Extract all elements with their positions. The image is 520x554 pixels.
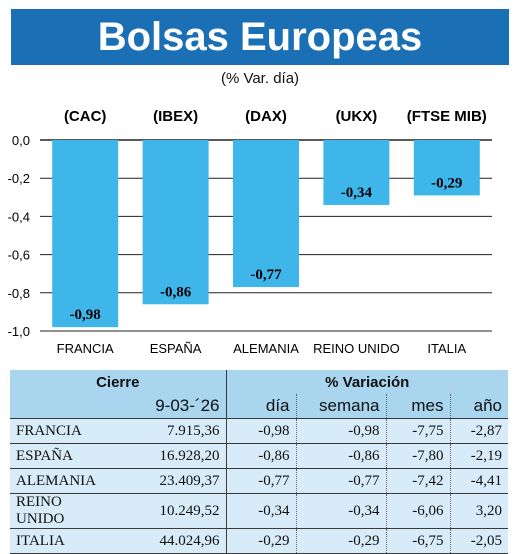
dia-value: -0,29 <box>226 528 297 554</box>
table-column-header: 9-03-´26 día semana mes año <box>10 394 508 419</box>
data-label: -0,34 <box>341 185 373 201</box>
table-row: ESPAÑA 16.928,20 -0,86 -0,86 -7,80 -2,19 <box>10 443 508 469</box>
y-tick-label: -0,8 <box>8 286 30 301</box>
x-tick-label: FRANCIA <box>57 341 114 356</box>
mes-value: -7,80 <box>386 443 451 469</box>
bar <box>233 140 299 288</box>
mes-value: -6,06 <box>386 493 451 529</box>
data-label: -0,29 <box>431 175 462 191</box>
dia-value: -0,34 <box>226 493 297 529</box>
bar-labels: -0,98 (CAC) FRANCIA -0,86 (IBEX) ESPAÑA -0,77 (… <box>57 108 487 356</box>
cierre-value: 7.915,36 <box>114 418 227 444</box>
semana-value: -0,34 <box>296 493 387 529</box>
dia-value: -0,98 <box>226 418 297 444</box>
anio-value: -2,19 <box>450 443 508 469</box>
bar <box>142 140 209 305</box>
x-tick-label: REINO UNIDO <box>313 341 400 356</box>
index-label: (UKX) <box>336 108 378 125</box>
data-label: -0,86 <box>160 284 192 300</box>
date-header: 9-03-´26 <box>114 394 227 419</box>
dia-value: -0,77 <box>226 468 297 494</box>
table-row: ITALIA 44.024,96 -0,29 -0,29 -6,75 -2,05 <box>10 528 508 554</box>
semana-value: -0,86 <box>296 443 387 469</box>
anio-value: -2,87 <box>450 418 508 444</box>
semana-value: -0,29 <box>296 528 387 554</box>
anio-header: año <box>450 394 508 419</box>
cierre-value: 10.249,52 <box>114 493 227 529</box>
data-label: -0,98 <box>70 307 101 323</box>
bar-chart: 0,0 -0,2 -0,4 -0,6 -0,8 -1,0 -0,98 (CAC) FRANCI… <box>8 108 492 356</box>
mes-value: -7,42 <box>386 468 451 494</box>
data-label: -0,77 <box>250 267 282 283</box>
y-tick-label: -0,6 <box>8 248 30 263</box>
y-tick-label: -1,0 <box>8 324 30 339</box>
country-name: ESPAÑA <box>10 443 114 469</box>
table-row: FRANCIA 7.915,36 -0,98 -0,98 -7,75 -2,87 <box>10 418 508 444</box>
bar <box>323 140 390 205</box>
country-name: FRANCIA <box>10 418 114 444</box>
mes-value: -7,75 <box>386 418 451 444</box>
y-tick-label: -0,2 <box>8 171 30 186</box>
dia-value: -0,86 <box>226 443 297 469</box>
table-row: ALEMANIA 23.409,37 -0,77 -0,77 -7,42 -4,… <box>10 468 508 494</box>
table-group-header: Cierre % Variación <box>10 370 508 394</box>
chart-subtitle: (% Var. día) <box>220 70 300 87</box>
mes-header: mes <box>386 394 451 419</box>
country-name: REINO UNIDO <box>10 493 114 529</box>
index-label: (DAX) <box>245 108 287 125</box>
semana-value: -0,77 <box>296 468 387 494</box>
x-tick-label: ITALIA <box>427 341 466 356</box>
semana-header: semana <box>296 394 387 419</box>
cierre-value: 23.409,37 <box>114 468 227 494</box>
y-axis-ticks: 0,0 -0,2 -0,4 -0,6 -0,8 -1,0 <box>8 133 30 339</box>
cierre-header: Cierre <box>10 370 227 394</box>
semana-value: -0,98 <box>296 418 387 444</box>
country-name: ITALIA <box>10 528 114 554</box>
anio-value: -4,41 <box>450 468 508 494</box>
anio-value: 3,20 <box>450 493 508 529</box>
y-tick-label: -0,4 <box>8 209 30 224</box>
x-tick-label: ESPAÑA <box>150 341 202 356</box>
bar <box>52 140 119 328</box>
dia-header: día <box>226 394 297 419</box>
table-row: REINO UNIDO 10.249,52 -0,34 -0,34 -6,06 … <box>10 493 508 529</box>
data-table: Cierre % Variación 9-03-´26 día semana m… <box>10 370 508 554</box>
index-label: (IBEX) <box>153 108 198 125</box>
index-label: (FTSE MIB) <box>407 108 487 125</box>
country-name: ALEMANIA <box>10 468 114 494</box>
anio-value: -2,05 <box>450 528 508 554</box>
bars <box>52 140 480 328</box>
mes-value: -6,75 <box>386 528 451 554</box>
y-tick-label: 0,0 <box>12 133 30 148</box>
variacion-header: % Variación <box>226 370 508 394</box>
cierre-value: 16.928,20 <box>114 443 227 469</box>
bar <box>413 140 480 196</box>
x-tick-label: ALEMANIA <box>233 341 299 356</box>
title-banner: Bolsas Europeas <box>11 9 509 65</box>
cierre-value: 44.024,96 <box>114 528 227 554</box>
index-label: (CAC) <box>64 108 107 125</box>
chart-title: Bolsas Europeas <box>97 15 423 59</box>
